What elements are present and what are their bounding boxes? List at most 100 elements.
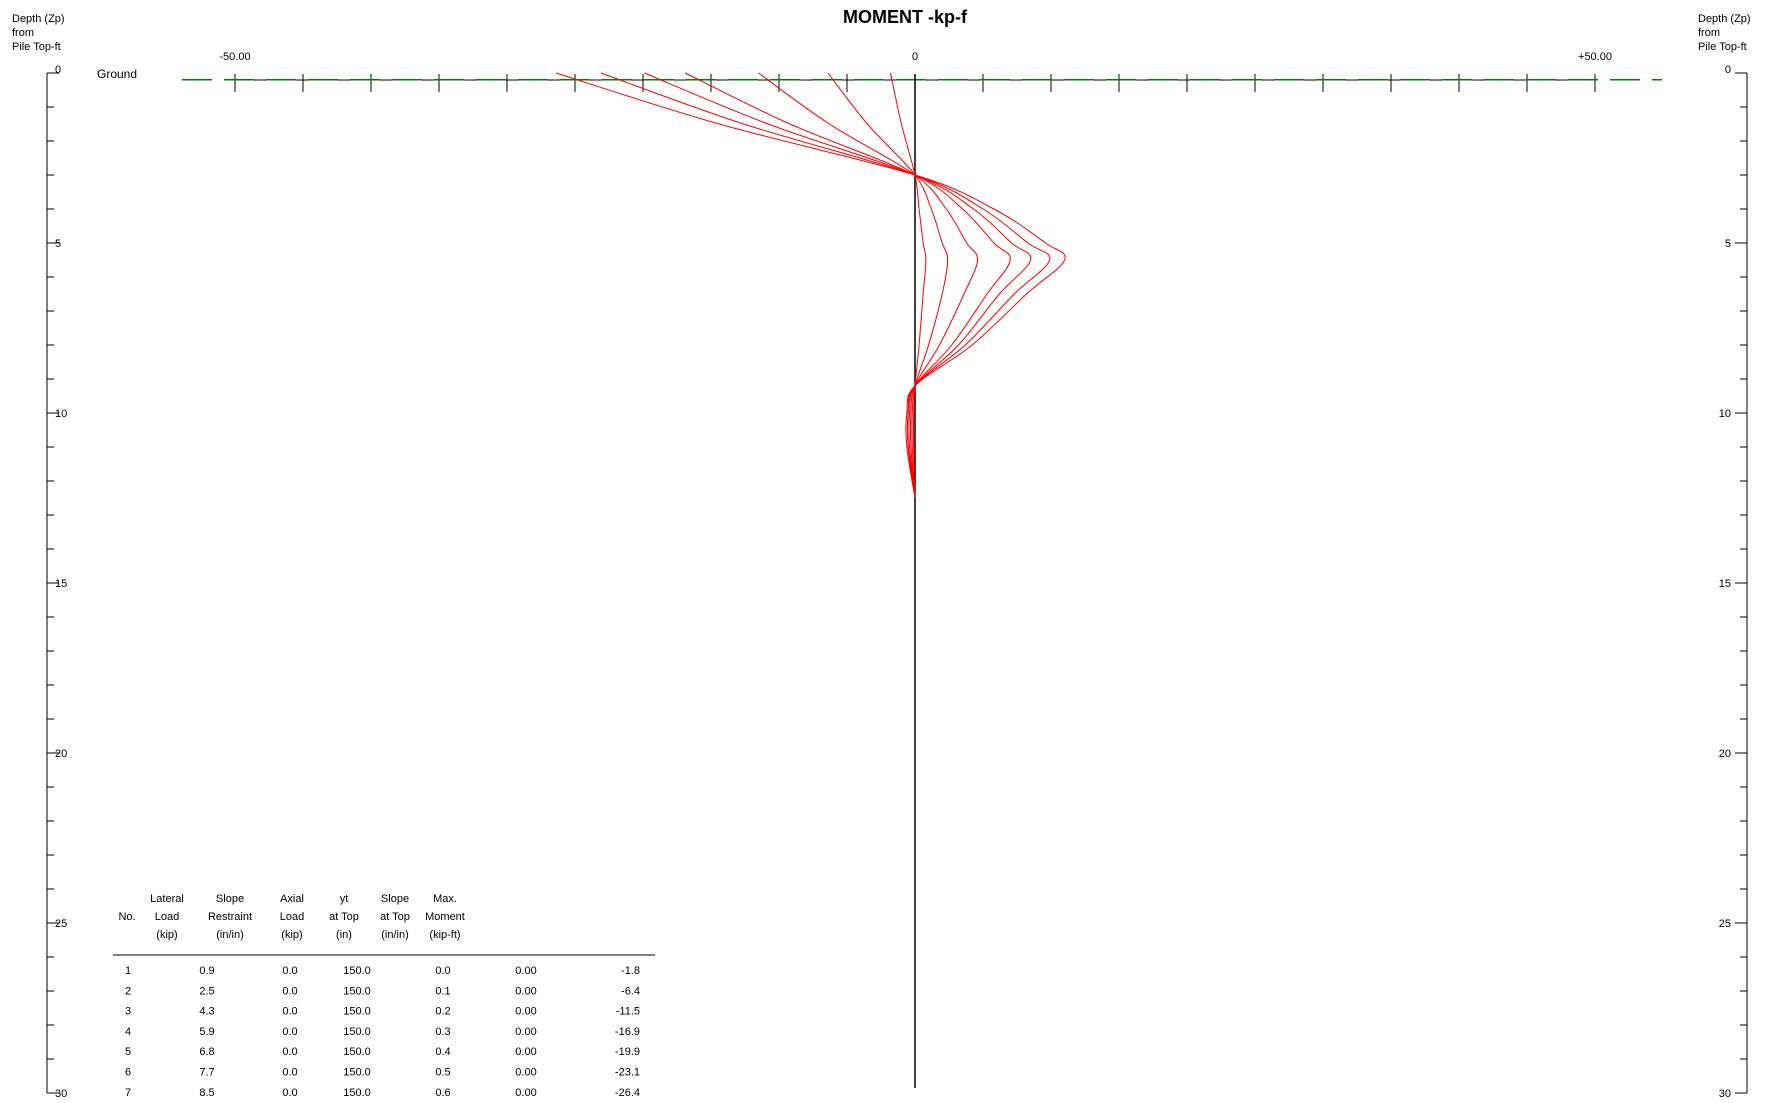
table-cell: 0.00 xyxy=(515,1046,536,1058)
right-axis-tick-label: 5 xyxy=(1725,238,1731,250)
table-cell: 150.0 xyxy=(343,965,371,977)
table-cell: 0.2 xyxy=(435,1006,450,1018)
right-axis-tick-label: 15 xyxy=(1719,578,1731,590)
left-axis-label-line-1: Depth (Zp) xyxy=(12,13,65,25)
left-axis-tick-label: 25 xyxy=(55,918,67,930)
table-cell: 3 xyxy=(125,1006,131,1018)
table-header-cell: (in/in) xyxy=(216,929,244,941)
moment-curve-1 xyxy=(891,73,926,498)
table-cell: 150.0 xyxy=(343,1006,371,1018)
table-cell: 0.0 xyxy=(282,965,297,977)
table-header-cell: Moment xyxy=(425,911,465,923)
table-cell: 7 xyxy=(125,1087,131,1099)
table-cell: 0.0 xyxy=(282,1006,297,1018)
chart-title: MOMENT -kp-f xyxy=(843,7,968,27)
moment-curve-5 xyxy=(644,73,1030,498)
left-axis-tick-label: 0 xyxy=(55,64,61,76)
x-axis-tick-label: 0 xyxy=(912,51,918,63)
moment-curve-4 xyxy=(685,73,1010,498)
right-axis-label-line-3: Pile Top-ft xyxy=(1698,41,1747,53)
right-axis-tick-label: 0 xyxy=(1725,64,1731,76)
table-header-cell: at Top xyxy=(329,911,359,923)
table-cell: 0.1 xyxy=(435,985,450,997)
left-axis-tick-label: 20 xyxy=(55,748,67,760)
table-cell: 0.0 xyxy=(282,1067,297,1079)
table-cell: 0.0 xyxy=(282,1026,297,1038)
table-cell: 0.3 xyxy=(435,1026,450,1038)
left-depth-axis: 0 5 10 15 20 25 30 xyxy=(47,64,67,1100)
table-header-cell: No. xyxy=(118,911,135,923)
right-axis-label: Depth (Zp) from Pile Top-ft xyxy=(1698,13,1751,53)
table-cell: 0.00 xyxy=(515,1006,536,1018)
ground-label: Ground xyxy=(97,67,137,81)
left-axis-tick-label: 5 xyxy=(55,238,61,250)
table-header-cell: (kip-ft) xyxy=(429,929,460,941)
moment-curve-3 xyxy=(759,73,978,498)
load-table: Lateral Slope Axial yt Slope Max. No. Load Restr… xyxy=(113,893,655,1099)
moment-curve-6 xyxy=(601,73,1050,498)
left-axis-tick-label: 10 xyxy=(55,408,67,420)
table-header-cell: Slope xyxy=(216,893,244,905)
table-header-cell: Slope xyxy=(381,893,409,905)
table-cell: 2 xyxy=(125,985,131,997)
table-cell: 4.3 xyxy=(199,1006,214,1018)
table-cell: -26.4 xyxy=(615,1087,640,1099)
right-axis-label-line-1: Depth (Zp) xyxy=(1698,13,1751,25)
table-cell: 5.9 xyxy=(199,1026,214,1038)
table-cell: -11.5 xyxy=(616,1006,640,1018)
table-cell: 0.0 xyxy=(282,1046,297,1058)
table-cell: -16.9 xyxy=(615,1026,640,1038)
table-cell: 6 xyxy=(125,1067,131,1079)
moment-curve-7 xyxy=(556,73,1065,498)
table-header-cell: Max. xyxy=(433,893,457,905)
table-cell: 0.9 xyxy=(199,965,214,977)
right-axis-tick-label: 20 xyxy=(1719,748,1731,760)
left-axis-tick-label: 15 xyxy=(55,578,67,590)
table-header-cell: (in) xyxy=(336,929,352,941)
table-cell: 5 xyxy=(125,1046,131,1058)
right-axis-label-line-2: from xyxy=(1698,27,1720,39)
table-cell: -19.9 xyxy=(615,1046,640,1058)
left-axis-label-line-3: Pile Top-ft xyxy=(12,41,61,53)
moment-curve-2 xyxy=(828,73,948,498)
table-cell: 4 xyxy=(125,1026,131,1038)
x-axis-tick-label: +50.00 xyxy=(1578,51,1612,63)
table-cell: 0.0 xyxy=(282,1087,297,1099)
right-axis-tick-label: 30 xyxy=(1719,1088,1731,1100)
x-axis-tick-label: -50.00 xyxy=(219,51,250,63)
table-cell: 150.0 xyxy=(343,1046,371,1058)
table-cell: 150.0 xyxy=(343,985,371,997)
table-cell: 0.0 xyxy=(435,965,450,977)
table-cell: 0.00 xyxy=(515,985,536,997)
table-cell: 0.00 xyxy=(515,1026,536,1038)
table-header-cell: (kip) xyxy=(281,929,302,941)
table-cell: 0.0 xyxy=(282,985,297,997)
table-cell: 150.0 xyxy=(343,1026,371,1038)
table-header-cell: Lateral xyxy=(150,893,184,905)
left-axis-label: Depth (Zp) from Pile Top-ft xyxy=(12,13,65,53)
table-header-cell: (in/in) xyxy=(381,929,409,941)
table-cell: 7.7 xyxy=(199,1067,214,1079)
table-cell: 6.8 xyxy=(199,1046,214,1058)
table-header-cell: at Top xyxy=(380,911,410,923)
table-cell: 0.00 xyxy=(515,1087,536,1099)
table-cell: 2.5 xyxy=(199,985,214,997)
table-header-cell: yt xyxy=(340,893,349,905)
table-header-cell: (kip) xyxy=(156,929,177,941)
table-cell: 0.5 xyxy=(435,1067,450,1079)
table-cell: 0.4 xyxy=(435,1046,450,1058)
table-header-cell: Load xyxy=(155,911,179,923)
table-cell: 0.6 xyxy=(435,1087,450,1099)
table-header-cell: Load xyxy=(280,911,304,923)
right-depth-axis: 0 5 10 15 20 25 30 xyxy=(1719,64,1747,1100)
left-axis-tick-label: 30 xyxy=(55,1088,67,1100)
moment-curves xyxy=(556,73,1065,498)
left-axis-label-line-2: from xyxy=(12,27,34,39)
right-axis-tick-label: 25 xyxy=(1719,918,1731,930)
table-cell: 1 xyxy=(125,965,131,977)
table-cell: -1.8 xyxy=(621,965,640,977)
table-cell: -23.1 xyxy=(615,1067,640,1079)
table-cell: -6.4 xyxy=(621,985,640,997)
table-cell: 0.00 xyxy=(515,1067,536,1079)
